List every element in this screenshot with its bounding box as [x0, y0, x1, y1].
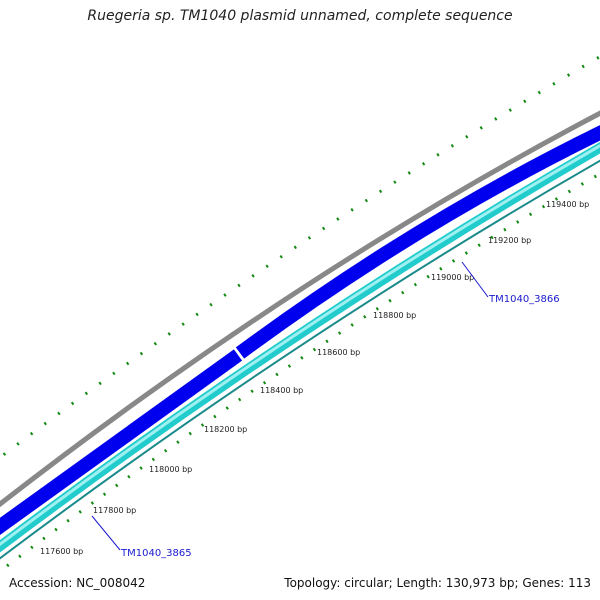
- gene-label-line: [91, 515, 121, 551]
- gc-skew-track-outer: [0, 54, 600, 460]
- tick-label: 118600 bp: [317, 348, 360, 357]
- backbone-circle: [0, 110, 600, 508]
- tick-label: 119000 bp: [431, 273, 474, 282]
- gene-feature-band: [0, 141, 600, 553]
- ruler-minor-ticks: [0, 172, 600, 574]
- tick-label: 119400 bp: [546, 200, 589, 209]
- cds-feature-left: [0, 349, 243, 536]
- tick-label: 118800 bp: [373, 311, 416, 320]
- tick-label: 118400 bp: [260, 386, 303, 395]
- tick-label: 118200 bp: [204, 425, 247, 434]
- tick-label: 117600 bp: [40, 547, 83, 556]
- gene-feature-highlight: [0, 144, 600, 547]
- summary-text: Topology: circular; Length: 130,973 bp; …: [284, 576, 591, 590]
- gene-label-tm1040-3865: TM1040_3865: [120, 548, 192, 559]
- tick-label: 119200 bp: [488, 236, 531, 245]
- accession-text: Accession: NC_008042: [9, 576, 146, 590]
- tick-label: 118000 bp: [149, 465, 192, 474]
- map-title: Ruegeria sp. TM1040 plasmid unnamed, com…: [87, 8, 513, 24]
- gene-label-tm1040-3866: TM1040_3866: [488, 294, 560, 305]
- cds-feature-right: [235, 125, 600, 359]
- tick-label: 117800 bp: [93, 506, 136, 515]
- gene-label-line: [461, 261, 489, 298]
- position-ruler: [0, 159, 600, 560]
